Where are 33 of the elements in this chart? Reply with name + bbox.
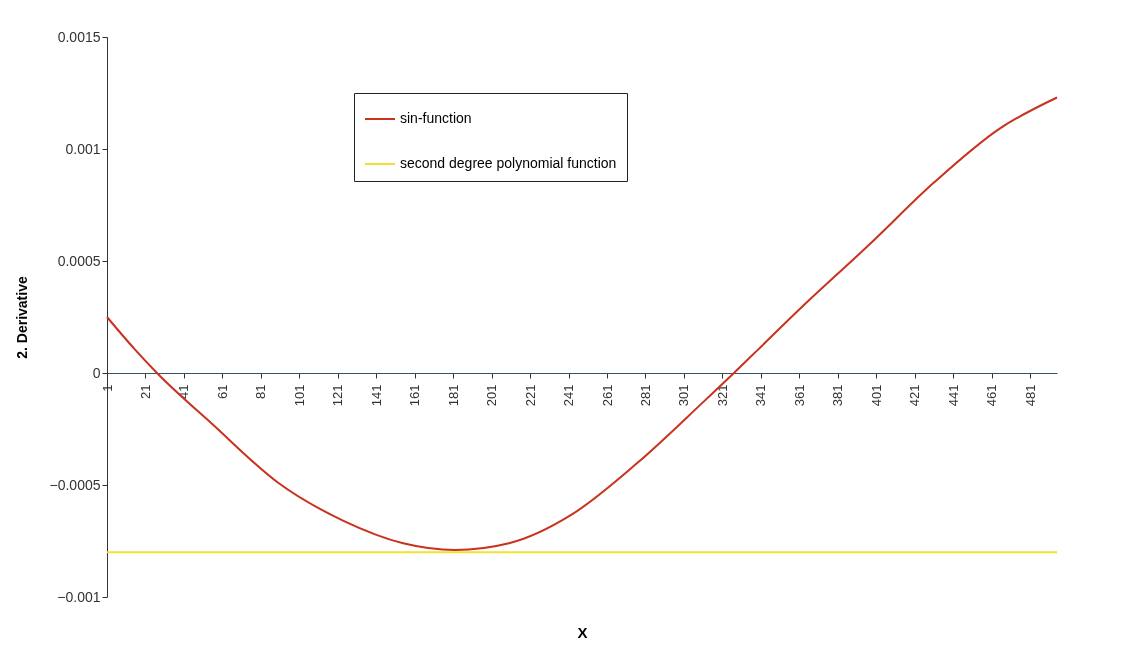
x-tick-label: 321 [714, 384, 730, 407]
x-tick-label: 221 [522, 384, 538, 407]
x-tick-label: 101 [291, 384, 307, 407]
y-tick-label: 0.0005 [57, 252, 101, 269]
x-tick-label: 301 [676, 384, 692, 407]
x-tick-label: 81 [253, 384, 269, 399]
x-tick-label: 61 [214, 384, 230, 399]
y-tick-label: 0.001 [65, 140, 101, 157]
x-tick-label: 441 [945, 384, 961, 407]
x-tick-label: 281 [637, 384, 653, 407]
x-tick-label: 121 [330, 384, 346, 407]
x-axis-title: X [577, 623, 588, 641]
x-tick-label: 141 [368, 384, 384, 407]
x-tick-label: 181 [445, 384, 461, 407]
x-tick-label: 261 [599, 384, 615, 407]
legend-label: second degree polynomial function [400, 155, 617, 171]
y-tick-label: −0.0005 [49, 476, 101, 493]
x-tick-label: 201 [484, 384, 500, 407]
legend-label: sin-function [400, 110, 472, 126]
x-tick-label: 421 [907, 384, 923, 407]
x-tick-label: 401 [868, 384, 884, 407]
y-tick-label: 0 [92, 364, 101, 381]
x-tick-label: 381 [830, 384, 846, 407]
x-tick-label: 161 [407, 384, 423, 407]
x-tick-label: 361 [791, 384, 807, 407]
x-tick-label: 241 [561, 384, 577, 407]
x-tick-label: 461 [984, 384, 1000, 407]
y-axis-title: 2. Derivative [13, 276, 30, 359]
y-tick-label: −0.001 [57, 588, 101, 605]
y-tick-label: 0.0015 [57, 28, 101, 45]
x-tick-label: 21 [137, 384, 153, 399]
x-tick-label: 341 [753, 384, 769, 407]
x-tick-label: 481 [1022, 384, 1038, 407]
